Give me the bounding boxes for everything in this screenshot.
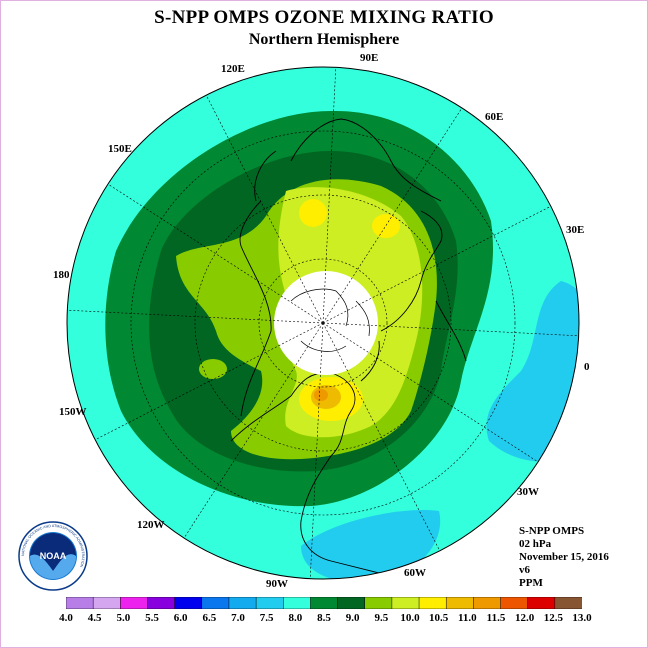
colorbar-swatch [201, 597, 230, 609]
lon-label-150w: 150W [59, 406, 87, 418]
colorbar-label: 5.5 [145, 612, 159, 624]
colorbar-label: 6.5 [202, 612, 217, 624]
meridian-line-11 [107, 183, 324, 324]
info-units: PPM [519, 577, 543, 589]
info-level: 02 hPa [519, 538, 552, 550]
lon-label-180: 180 [53, 269, 70, 281]
latitude-circle-2 [194, 194, 452, 452]
graticule [67, 67, 579, 579]
colorbar-label: 11.5 [486, 612, 506, 624]
meridian-line-8 [183, 322, 324, 539]
lon-label-120w: 120W [137, 519, 165, 531]
colorbar-label: 10.0 [400, 612, 420, 624]
colorbar-swatch [228, 597, 257, 609]
colorbar-label: 13.0 [572, 612, 592, 624]
colorbar-swatch [66, 597, 94, 609]
colorbar-swatch [120, 597, 149, 609]
colorbar-swatch [445, 597, 475, 609]
meridian-line-6 [322, 322, 441, 551]
lon-label-60e: 60E [485, 111, 504, 123]
colorbar-label: 6.0 [173, 612, 188, 624]
colorbar-swatch [337, 597, 366, 609]
lon-label-0: 0 [584, 361, 590, 373]
info-version: v6 [519, 564, 530, 576]
meridian-line-3 [322, 205, 551, 324]
colorbar-swatch [418, 597, 447, 609]
colorbar-swatch [174, 597, 203, 609]
latitude-circle-1 [258, 258, 388, 388]
lon-label-90e: 90E [360, 52, 379, 64]
meridian-line-10 [67, 309, 324, 324]
colorbar-label: 5.0 [116, 612, 131, 624]
lon-label-90w: 90W [266, 578, 288, 590]
map-subtitle: Northern Hemisphere [248, 31, 400, 48]
ozone-band-9-5-west [199, 359, 227, 379]
info-block: S-NPP OMPS 02 hPa November 15, 2016 v6 P… [519, 525, 609, 590]
colorbar-label: 7.5 [259, 612, 274, 624]
map-title: S-NPP OMPS OZONE MIXING RATIO [154, 7, 494, 28]
lon-label-60w: 60W [404, 567, 426, 579]
meridian-line-9 [95, 322, 324, 441]
colorbar-label: 11.0 [458, 612, 477, 624]
meridian-line-7 [309, 322, 324, 579]
colorbar-label: 8.0 [288, 612, 303, 624]
colorbar-swatch [364, 597, 393, 609]
colorbar-label: 12.5 [543, 612, 563, 624]
colorbar-label: 4.0 [59, 612, 73, 624]
colorbar-label: 10.5 [429, 612, 449, 624]
info-instrument: S-NPP OMPS [519, 525, 585, 537]
colorbar-swatch [500, 597, 529, 609]
colorbar-swatch [310, 597, 339, 609]
noaa-logo: NOAA NATIONAL OCEANIC AND ATMOSPHERIC AD… [18, 521, 88, 591]
latitude-circle-3 [130, 130, 516, 516]
colorbar-label: 9.0 [345, 612, 360, 624]
info-date: November 15, 2016 [519, 551, 609, 563]
ozone-band-10-5-north [299, 199, 327, 227]
colorbar-label: 9.5 [374, 612, 389, 624]
colorbar-swatch [554, 597, 582, 609]
colorbar-swatch [283, 597, 312, 609]
meridian-line-4 [322, 322, 579, 337]
lon-label-30e: 30E [566, 224, 585, 236]
map-boundary [66, 66, 580, 580]
ozone-band-10-5-northeast [372, 214, 400, 238]
colorbar-label: 7.0 [231, 612, 245, 624]
meridian-line-2 [322, 107, 463, 324]
colorbar [66, 597, 582, 609]
colorbar-swatch [473, 597, 502, 609]
colorbar-swatch [92, 597, 122, 609]
meridian-line-1 [322, 67, 337, 324]
meridian-line-12 [205, 95, 324, 324]
colorbar-swatch [391, 597, 420, 609]
colorbar-label: 12.0 [515, 612, 535, 624]
polar-data-gap [274, 271, 378, 375]
coastlines [230, 118, 467, 578]
meridian-line-5 [322, 322, 539, 463]
colorbar-swatch [147, 597, 176, 609]
lon-label-150e: 150E [108, 143, 132, 155]
lon-label-30w: 30W [517, 486, 539, 498]
colorbar-label: 4.5 [87, 612, 102, 624]
ozone-band-11-5 [314, 389, 328, 401]
colorbar-swatch [527, 597, 556, 609]
logo-text: NOAA [40, 551, 67, 561]
lon-label-120e: 120E [221, 63, 245, 75]
colorbar-label: 8.5 [317, 612, 331, 624]
colorbar-swatch [255, 597, 285, 609]
